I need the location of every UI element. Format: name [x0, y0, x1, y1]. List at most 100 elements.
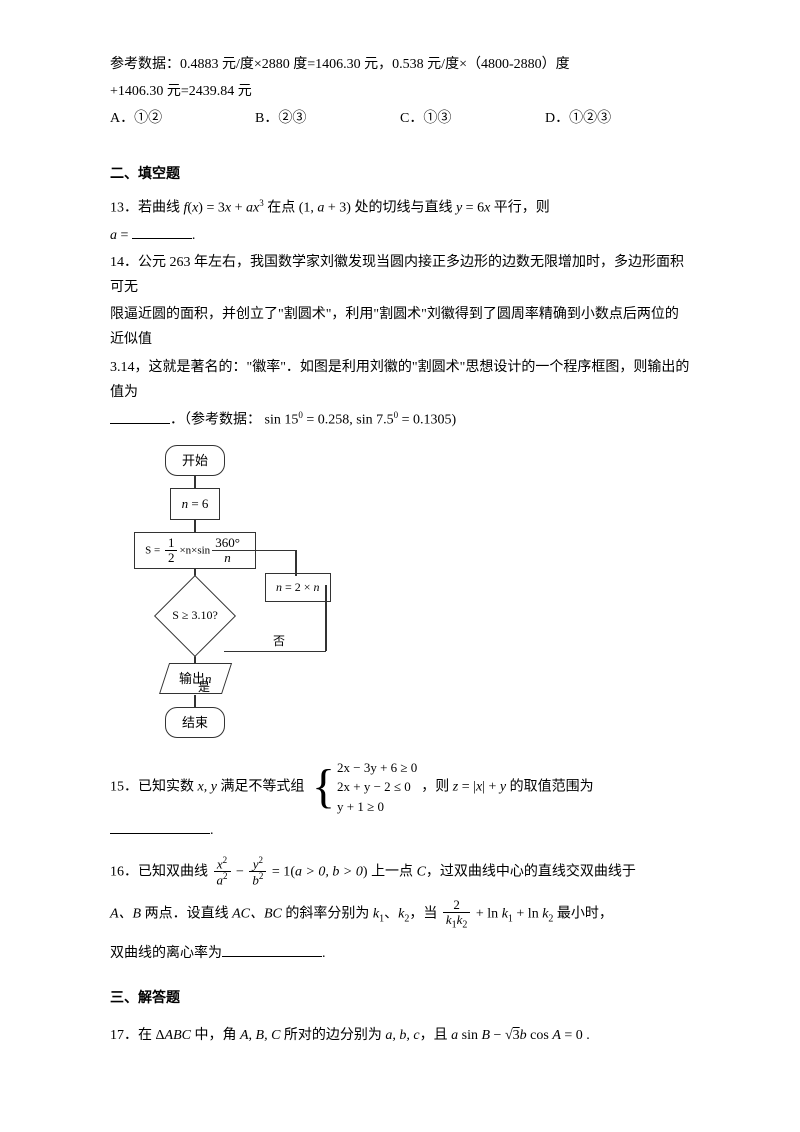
- question-16: 16．已知双曲线 x2a2 − y2b2 = 1(a > 0, b > 0) 上…: [110, 856, 690, 888]
- option-b: B．②③: [255, 106, 400, 131]
- flow-line: [212, 550, 296, 552]
- q17-sqrt3: 3: [513, 1028, 520, 1043]
- q16-blank[interactable]: [222, 943, 322, 957]
- question-16-l2: A、B 两点．设直线 AC、BC 的斜率分别为 k1、k2，当 2k1k2 + …: [110, 898, 690, 931]
- flow-upd-n2: n: [314, 580, 320, 594]
- q14-blank[interactable]: [110, 410, 170, 424]
- flow-n1: n: [182, 496, 189, 511]
- q13-x1: x: [192, 200, 198, 215]
- q16-l2post: 最小时，: [553, 907, 613, 922]
- q16-period: .: [322, 946, 326, 961]
- q13-eq: =: [117, 228, 132, 243]
- q16-l2mid3: ，当: [409, 907, 441, 922]
- q13-pre: 13．若曲线: [110, 200, 184, 215]
- question-14-l3: 3.14，这就是著名的："徽率"．如图是利用刘徽的"割圆术"思想设计的一个程序框…: [110, 355, 690, 405]
- q17-mid1: 中，角: [191, 1028, 240, 1043]
- q15-system: {2x − 3y + 6 ≥ 02x + y − 2 ≤ 0y + 1 ≥ 0: [312, 758, 417, 817]
- option-c: C．①③: [400, 106, 545, 131]
- flow-calc-mid: ×n×sin: [179, 544, 210, 556]
- flow-arrow: [194, 520, 196, 532]
- question-13: 13．若曲线 f(x) = 3x + ax3 在点 (1, a + 3) 处的切…: [110, 195, 690, 221]
- question-17: 17．在 ΔABC 中，角 A, B, C 所对的边分别为 a, b, c，且 …: [110, 1023, 690, 1048]
- flow-arrow: [194, 695, 196, 707]
- q16-post1: ，过双曲线中心的直线交双曲线于: [426, 864, 636, 879]
- q15-mid: 满足不等式组: [217, 779, 308, 794]
- q15-eq: = |: [458, 779, 476, 794]
- q13-period: .: [192, 228, 196, 243]
- intro-line-1: 参考数据：0.4883 元/度×2880 度=1406.30 元，0.538 元…: [110, 52, 690, 77]
- q15-blank[interactable]: [110, 820, 210, 834]
- question-16-l3: 双曲线的离心率为.: [110, 941, 690, 966]
- q17-B: B: [481, 1028, 490, 1043]
- option-d: D．①②③: [545, 106, 690, 131]
- q13-f: f: [184, 200, 188, 215]
- q16-l2mid5: + ln: [513, 907, 542, 922]
- q16-eq1: = 1: [268, 864, 290, 879]
- flow-arrow: [194, 476, 196, 488]
- q17-pre: 17．在 Δ: [110, 1028, 165, 1043]
- q16-l3-text: 双曲线的离心率为: [110, 946, 222, 961]
- flow-n2: n: [212, 551, 243, 565]
- q17-A: A: [552, 1028, 561, 1043]
- q16-frac3: 2k1k2: [443, 898, 471, 931]
- q15-bar: | +: [482, 779, 500, 794]
- q13-a3: a: [110, 228, 117, 243]
- q16-l2mid: 两点．设直线: [141, 907, 232, 922]
- q16-two: 2: [443, 898, 471, 913]
- q17-cosA: cos: [527, 1028, 553, 1043]
- option-a: A．①②: [110, 106, 255, 131]
- q16-l2mid4: + ln: [472, 907, 501, 922]
- q17-b: b: [520, 1028, 527, 1043]
- q13-plus: +: [231, 200, 246, 215]
- q17-mid2: 所对的边分别为: [280, 1028, 385, 1043]
- q17-minus: −: [490, 1028, 505, 1043]
- flow-decision: S ≥ 3.10?: [154, 575, 236, 657]
- q14-eq2: = 0.1305): [398, 413, 456, 428]
- flow-line: [325, 585, 327, 651]
- q17-ABC2: A, B, C: [240, 1028, 280, 1043]
- question-14-l1: 14．公元 263 年左右，我国数学家刘徽发现当圆内接正多边形的边数无限增加时，…: [110, 250, 690, 300]
- q13-pt2: + 3: [324, 200, 346, 215]
- q15-xy: x, y: [198, 779, 217, 794]
- q16-l2mid2: 的斜率分别为: [282, 907, 373, 922]
- q15-c2: 2x + y − 2 ≤ 0: [337, 777, 417, 797]
- q17-sinB: sin: [458, 1028, 481, 1043]
- question-14-l4: ．（参考数据： sin 150 = 0.258, sin 7.50 = 0.13…: [110, 407, 690, 433]
- q14-ref: ．（参考数据： sin 15: [170, 413, 298, 428]
- flow-update: n = 2 × n: [265, 573, 331, 603]
- q17-mid3: ，且: [420, 1028, 452, 1043]
- q16-frac2: y2b2: [249, 856, 266, 888]
- intro-line-2: +1406.30 元=2439.84 元: [110, 79, 690, 104]
- q15-post: 的取值范围为: [506, 779, 594, 794]
- q16-pre: 16．已知双曲线: [110, 864, 212, 879]
- flow-yes-label: 是: [198, 677, 210, 699]
- flow-start: 开始: [165, 445, 225, 476]
- flow-cond-text: S ≥ 3.10?: [172, 605, 218, 627]
- flow-calc-pre: S =: [145, 544, 163, 556]
- q16-minus: −: [233, 864, 248, 879]
- q16-cond: a > 0, b > 0: [295, 864, 363, 879]
- q13-eq1: = 3: [203, 200, 225, 215]
- q17-eq0: = 0 .: [561, 1028, 590, 1043]
- flow-360: 360°: [212, 536, 243, 551]
- flow-output: 输出n: [159, 663, 232, 694]
- q17-sqrt: √: [505, 1028, 513, 1043]
- q16-frac1: x2a2: [214, 856, 231, 888]
- q16-C: C: [417, 864, 426, 879]
- q16-ACBC: AC、BC: [232, 907, 282, 922]
- q13-pt1: 1,: [303, 200, 317, 215]
- flow-line: [295, 550, 297, 576]
- flow-upd-n1: n: [276, 580, 282, 594]
- q13-a: a: [246, 200, 253, 215]
- question-14-l2: 限逼近圆的面积，并创立了"割圆术"，利用"割圆术"刘徽得到了圆周率精确到小数点后…: [110, 302, 690, 352]
- section-3-title: 三、解答题: [110, 986, 690, 1011]
- q13-blank[interactable]: [132, 225, 192, 239]
- flow-frac-half: 12: [165, 536, 178, 566]
- flow-no-label: 否: [273, 631, 285, 653]
- q13-eq2: = 6: [462, 200, 484, 215]
- q15-then: ，则: [421, 779, 453, 794]
- question-13-line2: a = .: [110, 223, 690, 248]
- q16-mid: 上一点: [368, 864, 417, 879]
- q15-c1: 2x − 3y + 6 ≥ 0: [337, 758, 417, 778]
- q13-mid: 在点: [264, 200, 299, 215]
